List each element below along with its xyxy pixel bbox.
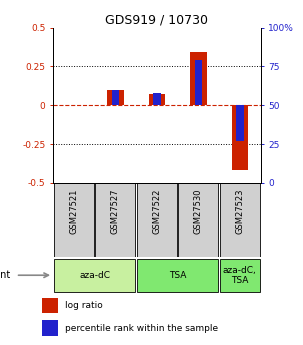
Bar: [220, 259, 260, 292]
Bar: [178, 183, 218, 257]
Bar: [148, 95, 165, 105]
Text: GSM27521: GSM27521: [69, 189, 78, 234]
Text: TSA: TSA: [169, 271, 186, 280]
Bar: [112, 90, 119, 105]
Bar: [54, 183, 94, 257]
Text: GSM27522: GSM27522: [152, 189, 161, 234]
Text: GSM27530: GSM27530: [194, 189, 203, 234]
Title: GDS919 / 10730: GDS919 / 10730: [105, 13, 208, 27]
Bar: [95, 183, 135, 257]
Bar: [107, 90, 124, 105]
Bar: [42, 298, 58, 313]
Bar: [195, 60, 202, 105]
Text: GSM27527: GSM27527: [111, 189, 120, 234]
Bar: [190, 52, 207, 105]
Bar: [153, 93, 161, 105]
Bar: [137, 183, 177, 257]
Text: agent: agent: [0, 270, 11, 280]
Bar: [137, 259, 218, 292]
Bar: [42, 320, 58, 336]
Bar: [54, 259, 135, 292]
Text: log ratio: log ratio: [65, 301, 102, 310]
Text: GSM27523: GSM27523: [235, 189, 244, 234]
Text: percentile rank within the sample: percentile rank within the sample: [65, 324, 218, 333]
Text: aza-dC,
TSA: aza-dC, TSA: [223, 266, 257, 285]
Text: aza-dC: aza-dC: [79, 271, 110, 280]
Bar: [231, 105, 248, 170]
Bar: [220, 183, 260, 257]
Bar: [236, 105, 244, 141]
